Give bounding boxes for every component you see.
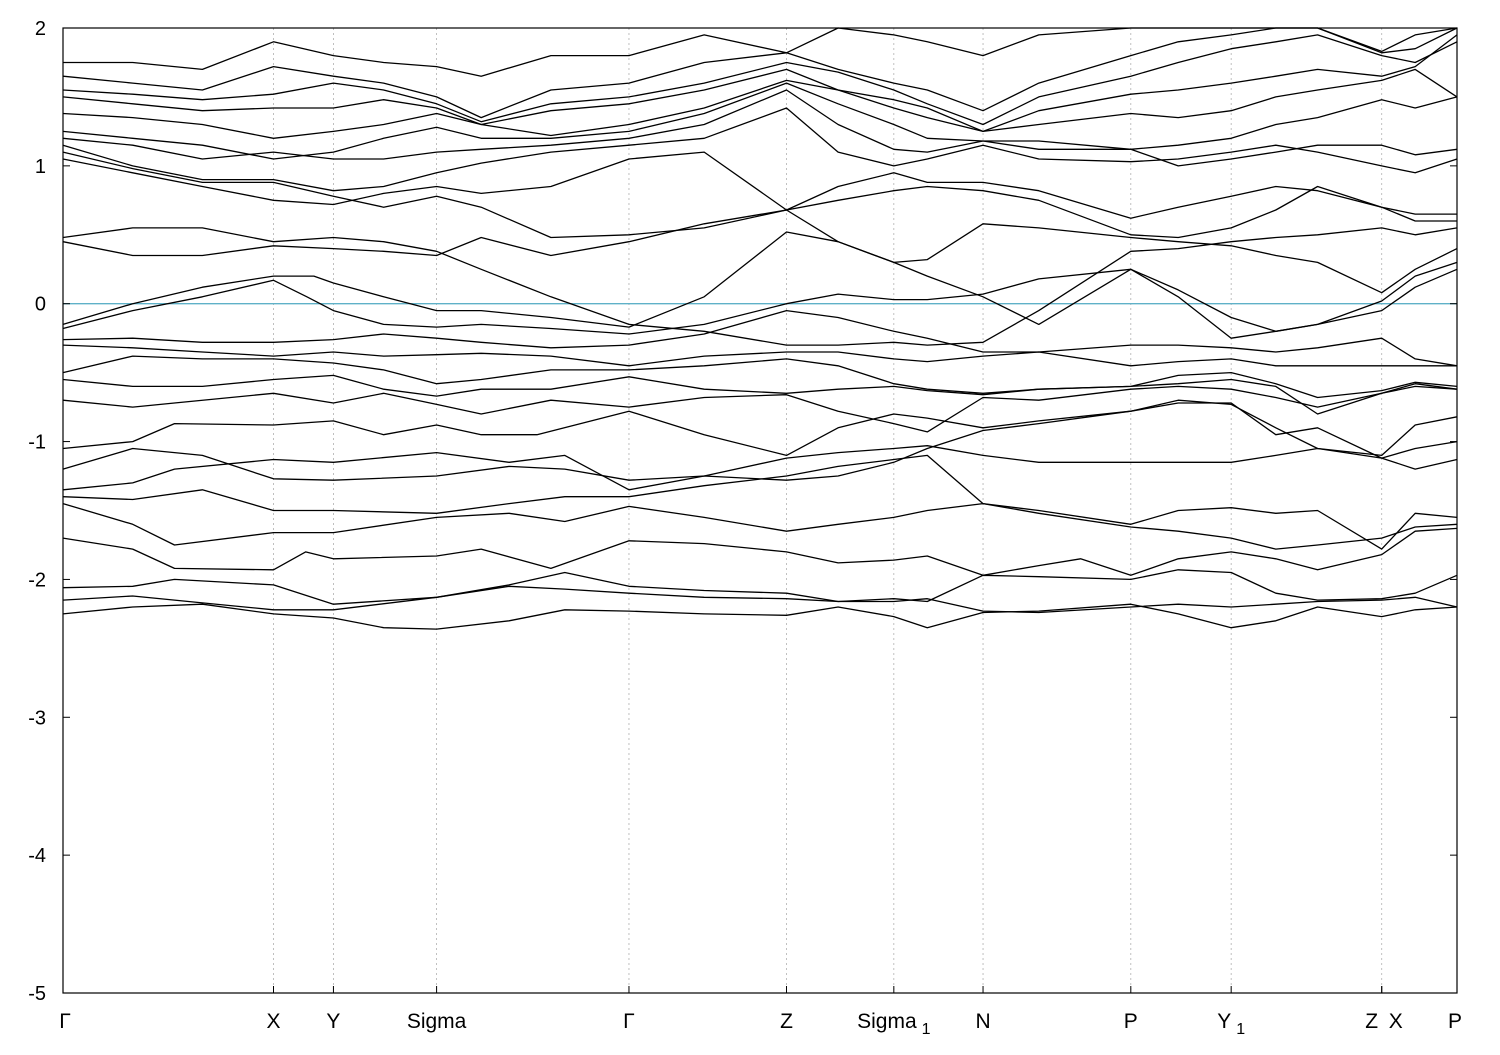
y-tick-label: -3 (28, 707, 46, 729)
band-line-18 (62, 209, 1458, 294)
y-tick-label: 0 (35, 294, 46, 316)
band-line-4 (62, 527, 1458, 576)
kpoint-label: Y (326, 1010, 340, 1033)
band-line-8 (62, 402, 1458, 481)
band-line-16 (62, 231, 1458, 339)
y-tick-label: 1 (35, 156, 46, 178)
kpoint-label: Γ (623, 1010, 635, 1033)
band-line-3 (62, 569, 1458, 605)
band-line-10 (62, 385, 1458, 433)
y-tick-label: -5 (28, 983, 46, 1005)
band-line-1 (62, 603, 1458, 630)
band-line-20 (62, 151, 1457, 239)
tick-layer (62, 27, 1458, 994)
y-tick-label: -1 (28, 432, 46, 454)
plot-frame (62, 27, 1458, 994)
kpoint-label: Z (1365, 1010, 1378, 1033)
band-line-27 (62, 27, 1458, 119)
grid-layer (273, 28, 1383, 993)
band-line-5 (62, 502, 1458, 550)
series-layer (62, 27, 1458, 630)
y-tick-label: -4 (28, 845, 46, 867)
label-layer: 210-1-2-3-4-5Γ X Y Sigma Γ Z Sigma 1 N P Y 1 Z X P (28, 18, 1462, 1038)
band-line-24 (62, 68, 1458, 139)
band-line-26 (62, 34, 1458, 126)
band-line-22 (62, 89, 1458, 167)
band-line-21 (62, 107, 1458, 192)
band-line-6 (62, 454, 1458, 550)
kpoint-label: Z (780, 1010, 793, 1033)
band-line-7 (62, 445, 1458, 491)
band-line-14 (62, 309, 1458, 367)
kpoint-label: Sigma (407, 1010, 467, 1033)
band-line-2 (62, 585, 1458, 614)
kpoint-label: X (266, 1010, 280, 1033)
kpoint-label: Sigma 1 (857, 1010, 931, 1038)
band-line-15 (62, 268, 1458, 335)
kpoint-label: P (1124, 1010, 1138, 1033)
band-line-12 (62, 355, 1458, 399)
band-line-19 (62, 151, 1457, 239)
y-tick-label: 2 (35, 18, 46, 40)
y-tick-label: -2 (28, 569, 46, 591)
kpoint-label: N (975, 1010, 990, 1033)
band-line-25 (62, 34, 1458, 133)
kpoint-label: P (1448, 1010, 1462, 1033)
band-line-11 (62, 374, 1458, 415)
band-line-23 (62, 82, 1458, 160)
band-line-13 (62, 344, 1457, 367)
band-line-9 (62, 399, 1458, 457)
band-line-17 (62, 227, 1458, 346)
kpoint-label: X (1389, 1010, 1403, 1033)
kpoint-label: Γ (59, 1010, 71, 1033)
